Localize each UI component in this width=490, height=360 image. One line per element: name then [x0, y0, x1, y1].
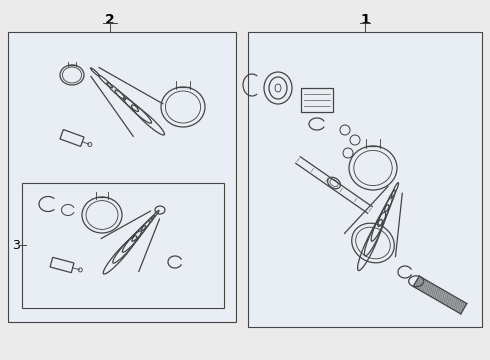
Text: 3: 3 — [12, 239, 20, 252]
Bar — [22, 183, 224, 308]
Text: 1: 1 — [360, 13, 370, 27]
Bar — [248, 32, 482, 327]
Bar — [8, 32, 236, 322]
Text: 2: 2 — [105, 13, 115, 27]
